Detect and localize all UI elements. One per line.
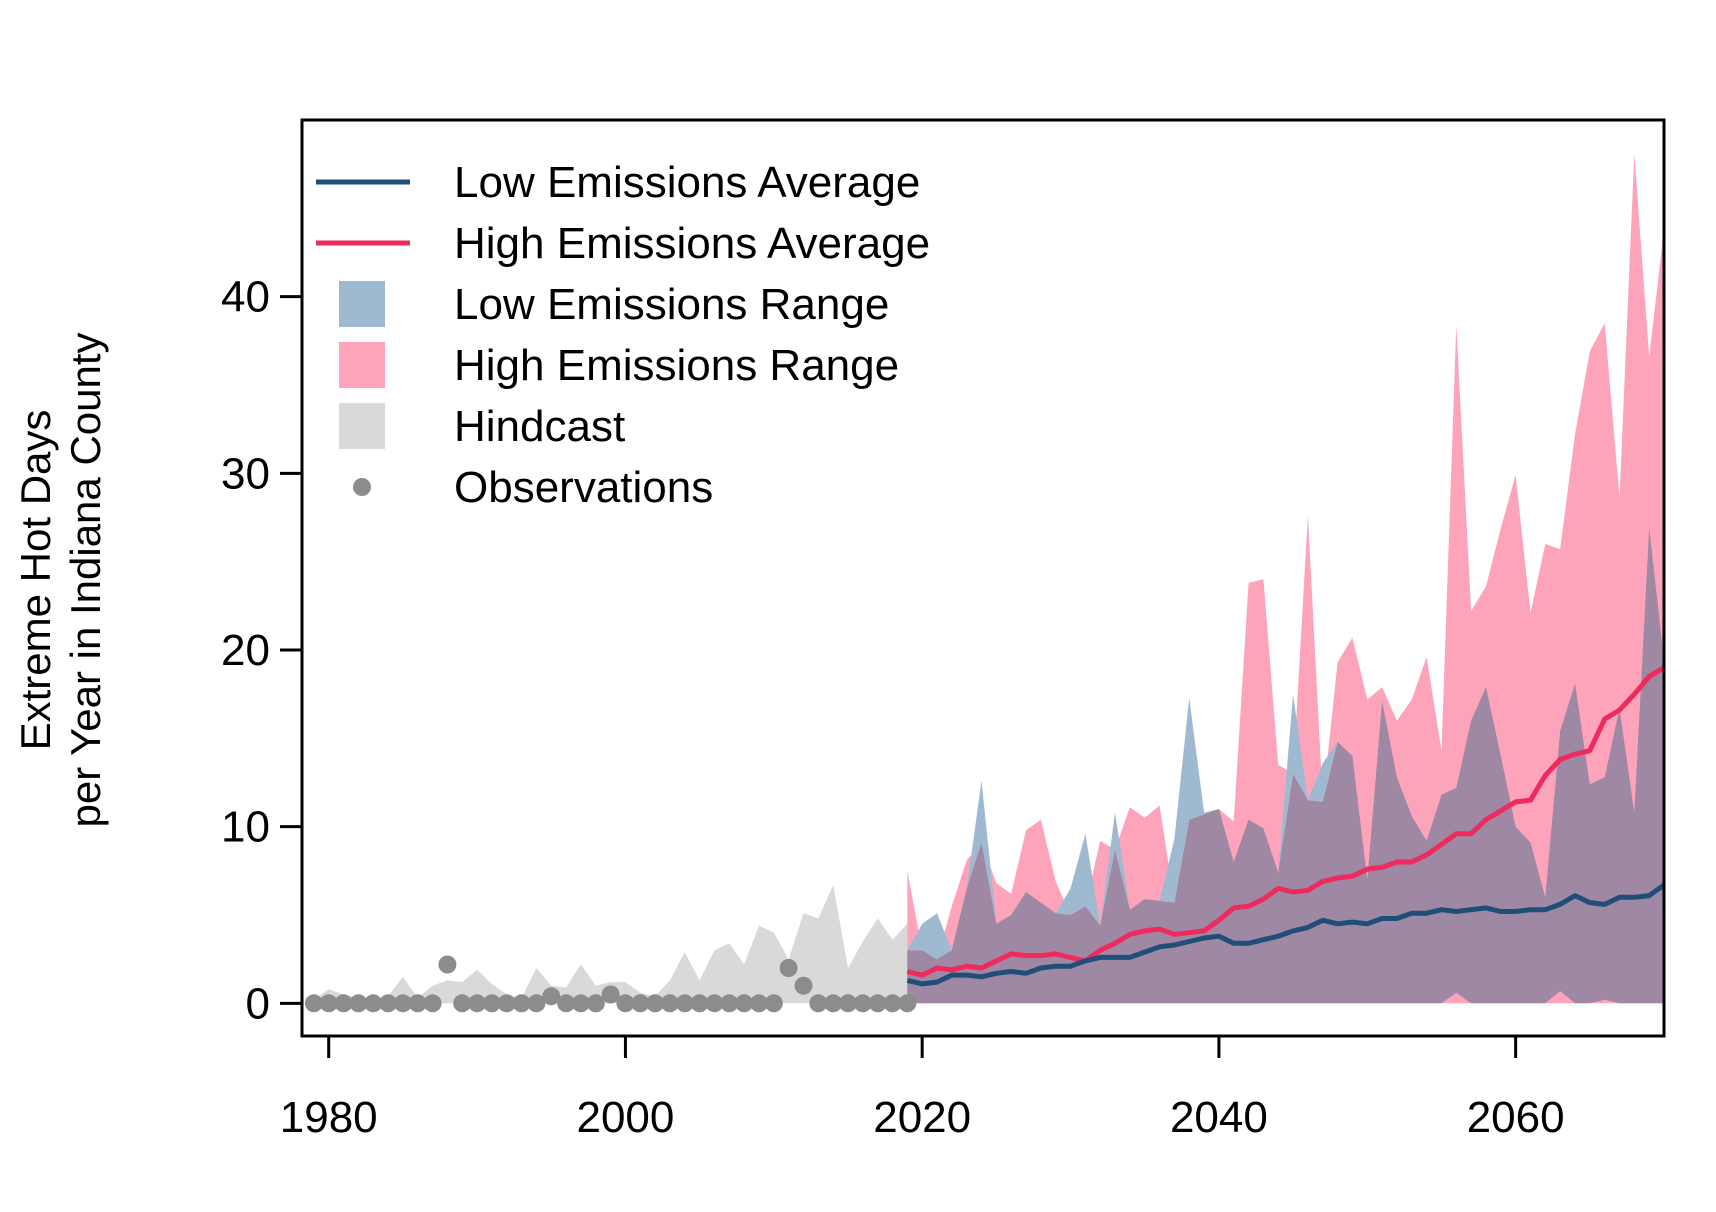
range-overlap-group xyxy=(907,528,1664,1004)
high-emissions-average-line xyxy=(906,665,1664,978)
observation-point xyxy=(868,994,887,1013)
legend-swatch-box xyxy=(339,403,385,449)
observation-point xyxy=(408,994,427,1013)
observation-point xyxy=(735,994,754,1013)
legend-item: Low Emissions Range xyxy=(339,280,889,329)
legend-label: High Emissions Average xyxy=(454,219,930,268)
x-tick-label: 2040 xyxy=(1170,1093,1268,1142)
observation-point xyxy=(512,994,531,1013)
x-tick-label: 2000 xyxy=(576,1093,674,1142)
observation-point xyxy=(898,994,917,1013)
observation-point xyxy=(660,994,679,1013)
observation-point xyxy=(646,994,665,1013)
hindcast-band xyxy=(313,885,908,1004)
legend-item: Observations xyxy=(353,463,713,512)
observation-point xyxy=(809,994,828,1013)
observation-point xyxy=(779,959,798,977)
observation-point xyxy=(601,985,620,1004)
observations-group xyxy=(304,955,917,1013)
observation-point xyxy=(334,994,353,1013)
y-tick-label: 40 xyxy=(221,273,270,322)
observation-point xyxy=(364,994,383,1013)
range-overlap-band xyxy=(907,528,1664,1004)
observation-point xyxy=(349,994,368,1013)
observation-point xyxy=(883,994,902,1013)
y-tick-label: 20 xyxy=(221,626,270,675)
observation-point xyxy=(527,994,546,1013)
observation-point xyxy=(542,987,561,1006)
average-lines-group xyxy=(906,665,1664,987)
y-tick-label: 30 xyxy=(221,449,270,498)
legend-item: Low Emissions Average xyxy=(316,158,920,207)
plot-area xyxy=(304,153,1664,1013)
observation-point xyxy=(453,994,472,1013)
legend-item: High Emissions Range xyxy=(339,341,899,390)
legend-label: High Emissions Range xyxy=(454,341,899,390)
y-axis-title-line-2: per Year in Indiana County xyxy=(62,332,109,827)
legend: Low Emissions Average High Emissions Aver… xyxy=(316,158,930,512)
observation-point xyxy=(764,994,783,1013)
observation-point xyxy=(393,994,412,1013)
observation-point xyxy=(571,994,590,1013)
observation-point xyxy=(304,994,323,1013)
legend-item: Hindcast xyxy=(339,402,625,451)
y-axis: 0 10 20 30 40 xyxy=(221,273,304,1028)
observation-point xyxy=(497,994,516,1013)
observation-point xyxy=(616,994,635,1013)
hindcast-band-group xyxy=(313,885,908,1004)
legend-swatch-box xyxy=(339,281,385,327)
observation-point xyxy=(794,976,813,995)
observation-point xyxy=(750,994,768,1013)
y-tick-label: 0 xyxy=(246,979,270,1028)
observation-point xyxy=(720,994,739,1013)
observation-point xyxy=(423,994,442,1013)
observation-point xyxy=(482,994,501,1013)
legend-label: Observations xyxy=(454,463,713,512)
observation-point xyxy=(824,994,843,1013)
low-emissions-average-line xyxy=(906,882,1664,987)
legend-swatch-box xyxy=(339,342,385,388)
x-axis: 1980 2000 2020 2040 2060 xyxy=(280,1034,1565,1142)
observation-point xyxy=(675,994,694,1013)
legend-item: High Emissions Average xyxy=(316,219,930,268)
observation-point xyxy=(468,994,487,1013)
observation-point xyxy=(319,994,338,1013)
observation-point xyxy=(557,994,576,1013)
observation-point xyxy=(631,994,650,1013)
x-tick-label: 2020 xyxy=(873,1093,971,1142)
observation-point xyxy=(438,955,457,974)
observation-point xyxy=(690,994,709,1013)
observation-point xyxy=(853,994,872,1013)
x-tick-label: 1980 xyxy=(280,1093,378,1142)
legend-label: Hindcast xyxy=(454,402,625,451)
y-tick-label: 10 xyxy=(221,803,270,852)
observation-point xyxy=(379,994,398,1013)
observation-point xyxy=(839,994,857,1013)
y-axis-title-line-1: Extreme Hot Days xyxy=(12,410,59,751)
x-tick-label: 2060 xyxy=(1467,1093,1565,1142)
legend-label: Low Emissions Average xyxy=(454,158,920,207)
legend-label: Low Emissions Range xyxy=(454,280,889,329)
observation-point xyxy=(586,994,605,1013)
observation-point xyxy=(705,994,724,1013)
legend-swatch-dot xyxy=(353,478,371,496)
